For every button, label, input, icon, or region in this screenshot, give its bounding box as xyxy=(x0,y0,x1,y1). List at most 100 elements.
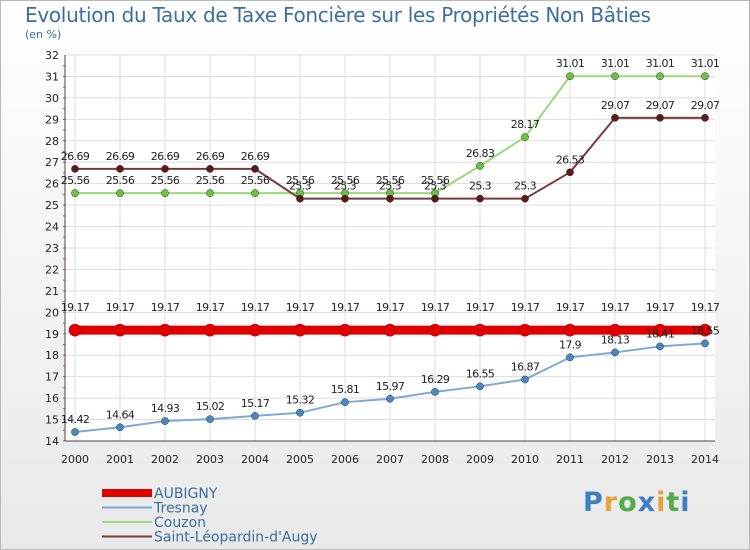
data-point xyxy=(521,375,529,384)
data-point xyxy=(386,194,394,203)
data-point xyxy=(341,194,349,203)
data-point xyxy=(383,323,397,337)
data-label: 25.56 xyxy=(331,174,360,187)
data-label: 25.3 xyxy=(424,180,447,193)
data-point xyxy=(71,428,79,436)
data-point xyxy=(428,323,442,337)
legend-label: AUBIGNY xyxy=(154,486,218,502)
data-point xyxy=(701,113,709,122)
data-label: 15.17 xyxy=(241,397,270,410)
data-point xyxy=(293,323,307,337)
data-label: 19.17 xyxy=(196,301,225,314)
data-point xyxy=(476,162,484,170)
series xyxy=(68,72,712,436)
x-tick-label: 2010 xyxy=(511,453,539,466)
y-tick-label: 32 xyxy=(45,49,59,62)
data-point xyxy=(473,323,487,337)
data-labels: 19.17 19.17 19.17 19.17 19.17 19.17 19.17 19.17… xyxy=(61,57,721,426)
data-label: 26.69 xyxy=(106,150,135,163)
data-label: 19.17 xyxy=(691,301,720,314)
data-point xyxy=(206,415,214,423)
x-tick-label: 2004 xyxy=(241,453,269,466)
data-label: 31.01 xyxy=(691,57,720,70)
logo-letter: i xyxy=(680,487,691,518)
legend-label: Tresnay xyxy=(153,501,208,517)
data-point xyxy=(698,323,712,337)
data-label: 25.56 xyxy=(421,174,450,187)
data-point xyxy=(611,113,619,122)
data-label: 25.3 xyxy=(379,180,402,193)
data-label: 31.01 xyxy=(646,57,675,70)
data-point xyxy=(563,323,577,337)
y-tick-label: 22 xyxy=(45,263,59,276)
y-tick-label: 20 xyxy=(45,306,59,319)
data-point xyxy=(296,194,304,203)
data-label: 19.17 xyxy=(646,301,675,314)
data-point xyxy=(338,323,352,337)
data-label: 16.29 xyxy=(421,373,450,386)
data-label: 25.3 xyxy=(469,180,492,193)
data-point xyxy=(158,323,172,337)
data-point xyxy=(518,323,532,337)
legend-label: Couzon xyxy=(154,515,206,531)
data-label: 19.17 xyxy=(151,301,180,314)
data-point xyxy=(701,72,709,81)
x-tick-label: 2009 xyxy=(466,453,494,466)
y-tick-label: 25 xyxy=(45,199,59,212)
data-point xyxy=(701,339,709,348)
y-tick-label: 26 xyxy=(45,178,59,191)
data-point xyxy=(341,398,349,407)
data-label: 31.01 xyxy=(601,57,630,70)
data-point xyxy=(431,388,439,396)
data-point xyxy=(476,194,484,203)
data-label: 25.56 xyxy=(286,174,315,187)
y-tick-label: 28 xyxy=(45,135,59,148)
data-point xyxy=(521,194,529,203)
x-tick-label: 2008 xyxy=(421,453,449,466)
data-point xyxy=(206,165,214,173)
data-point xyxy=(566,168,574,177)
data-label: 19.17 xyxy=(331,301,360,314)
data-point xyxy=(161,165,169,173)
data-point xyxy=(206,189,214,197)
x-tick-label: 2006 xyxy=(331,453,359,466)
data-label: 14.93 xyxy=(151,402,180,415)
data-label: 15.32 xyxy=(286,394,315,407)
data-point xyxy=(251,412,259,420)
data-label: 26.69 xyxy=(196,150,225,163)
data-label: 31.01 xyxy=(556,57,585,70)
data-label: 19.17 xyxy=(556,301,585,314)
y-tick-label: 15 xyxy=(45,414,59,427)
chart-title: Evolution du Taux de Taxe Foncière sur l… xyxy=(25,3,651,27)
data-label: 29.07 xyxy=(601,99,630,112)
data-label: 19.17 xyxy=(466,301,495,314)
data-label: 29.07 xyxy=(646,99,675,112)
data-label: 19.17 xyxy=(106,301,135,314)
data-point xyxy=(476,382,484,391)
data-label: 19.17 xyxy=(511,301,540,314)
data-point xyxy=(71,189,79,197)
y-tick-label: 27 xyxy=(45,156,59,169)
data-point xyxy=(611,72,619,81)
data-label: 25.56 xyxy=(196,174,225,187)
data-label: 14.42 xyxy=(61,413,90,426)
x-tick-label: 2013 xyxy=(646,453,674,466)
data-label: 19.17 xyxy=(421,301,450,314)
data-label: 17.9 xyxy=(559,338,582,351)
data-label: 25.56 xyxy=(106,174,135,187)
data-label: 19.17 xyxy=(286,301,315,314)
x-tick-label: 2011 xyxy=(556,453,584,466)
data-label: 26.69 xyxy=(61,150,90,163)
logo-letter: P xyxy=(583,487,604,518)
data-point xyxy=(296,408,304,417)
data-label: 28.17 xyxy=(511,118,540,131)
data-point xyxy=(656,72,664,81)
data-label: 19.17 xyxy=(601,301,630,314)
x-tick-label: 2000 xyxy=(61,453,89,466)
y-tick-label: 21 xyxy=(45,285,59,298)
data-point xyxy=(656,342,664,351)
data-label: 25.56 xyxy=(61,174,90,187)
data-point xyxy=(251,189,259,197)
data-label: 19.17 xyxy=(376,301,405,314)
